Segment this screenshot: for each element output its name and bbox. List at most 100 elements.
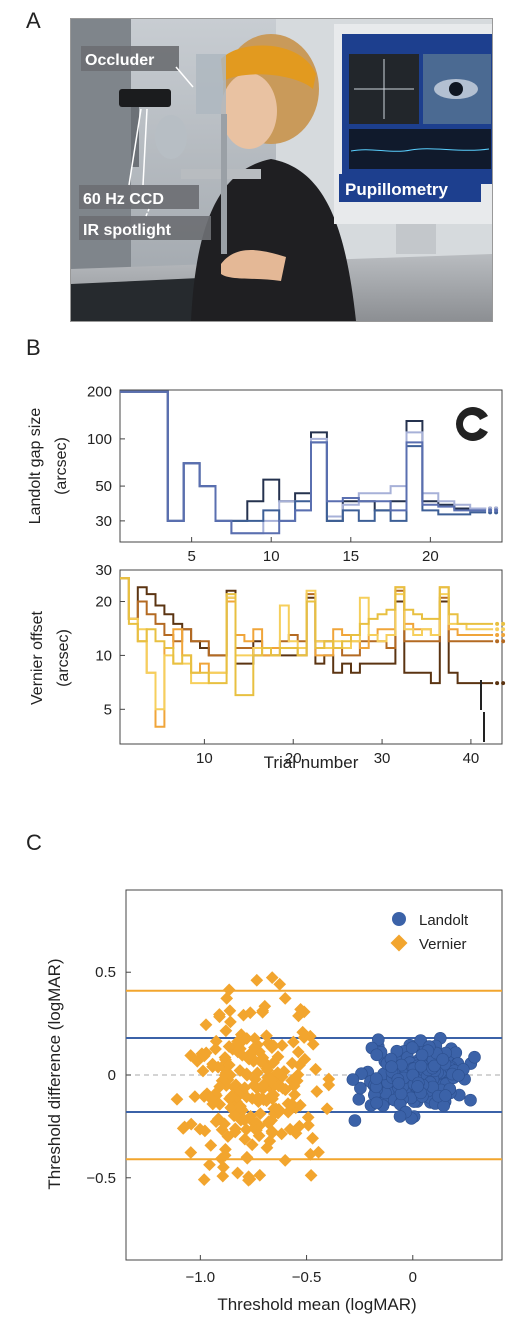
- ccd-label: 60 Hz CCD: [83, 191, 164, 208]
- vernier-point: [240, 1068, 254, 1082]
- vernier-xtick-label: 10: [196, 750, 213, 767]
- landolt-xtick-label: 5: [187, 548, 195, 565]
- setup-photo: Occluder 60 Hz CCD IR spotlight Pupillom…: [70, 18, 493, 322]
- vernier-point: [320, 1102, 334, 1116]
- vernier-point: [265, 1124, 279, 1138]
- vernier-point: [292, 1009, 305, 1023]
- legend-vernier-label: Vernier: [419, 936, 467, 953]
- landolt-point: [394, 1087, 408, 1101]
- vernier-point: [203, 1158, 216, 1172]
- vernier-point: [306, 1131, 319, 1145]
- vernier-series-5-end-dot: [495, 621, 500, 626]
- landolt-point: [346, 1073, 360, 1086]
- vernier-point: [238, 1081, 252, 1095]
- vernier-point: [245, 1138, 259, 1152]
- vernier-series-2-end-dot: [495, 639, 500, 644]
- vernier-point: [199, 1018, 213, 1032]
- vernier-point: [238, 1113, 252, 1127]
- vernier-point: [244, 1047, 258, 1061]
- landolt-point: [354, 1081, 367, 1095]
- vernier-point: [265, 971, 279, 984]
- landolt-xtick-label: 10: [263, 548, 280, 565]
- vernier-xlabel: Trial number: [264, 753, 359, 772]
- vernier-xtick-label: 40: [463, 750, 480, 767]
- vernier-series-4-end-dot: [501, 627, 506, 632]
- scatter-xtick-label: 0: [409, 1269, 417, 1286]
- landolt-point: [352, 1093, 366, 1106]
- bland-altman-chart: −1.0 −0.5 0 −0.5 0 0.5 Landolt Vernier Thresh…: [45, 889, 503, 1314]
- vernier-point: [235, 1048, 249, 1062]
- landolt-ytick-label: 100: [87, 431, 112, 448]
- landolt-c-symbol: [456, 407, 488, 441]
- staircase-charts: 30 50 100 200 5 10 15 20 Landolt gap size (arcs…: [27, 384, 506, 772]
- scatter-ytick-label: 0: [108, 1067, 116, 1084]
- landolt-point: [348, 1114, 362, 1127]
- landolt-point: [464, 1093, 477, 1107]
- landolt-series-4-end-dot: [488, 508, 493, 513]
- vernier-ylabel-1: Vernier offset: [29, 610, 46, 705]
- landolt-ytick-label: 50: [95, 478, 112, 495]
- landolt-series-4: [120, 390, 487, 535]
- scatter-xtick-label: −1.0: [186, 1269, 216, 1286]
- landolt-series-4-end-dot: [494, 508, 499, 513]
- vernier-point: [203, 1091, 217, 1105]
- landolt-point: [415, 1048, 429, 1062]
- vernier-point: [271, 1066, 285, 1080]
- vernier-ylabel-2: (arcsec): [55, 629, 72, 687]
- landolt-staircase-chart: 30 50 100 200 5 10 15 20 Landolt gap size (arcs…: [27, 384, 503, 565]
- scatter-xlabel: Threshold mean (logMAR): [217, 1295, 416, 1314]
- scatter-xtick-label: −0.5: [292, 1269, 322, 1286]
- landolt-plot-frame: [119, 389, 503, 543]
- vernier-ytick-label: 10: [95, 647, 112, 664]
- legend-vernier-marker: [390, 934, 408, 952]
- legend-landolt-marker: [392, 912, 406, 926]
- occluder-label: Occluder: [85, 52, 154, 69]
- vernier-point: [231, 1166, 244, 1180]
- vernier-point: [302, 1118, 315, 1132]
- vernier-point: [278, 992, 292, 1005]
- vernier-xtick-label: 30: [374, 750, 391, 767]
- vernier-series-4-end-dot: [495, 627, 500, 632]
- vernier-point: [298, 1052, 312, 1066]
- vernier-point: [275, 1039, 289, 1052]
- landolt-series-2: [120, 390, 487, 535]
- vernier-point: [209, 1034, 223, 1048]
- vernier-point: [216, 1169, 230, 1183]
- vernier-point: [260, 1141, 274, 1155]
- vernier-ytick-label: 20: [95, 594, 112, 611]
- vernier-point: [213, 1008, 226, 1021]
- vernier-point: [224, 1101, 238, 1115]
- landolt-point: [414, 1034, 427, 1047]
- panel-letter-c: C: [26, 830, 42, 855]
- landolt-point: [393, 1110, 407, 1123]
- landolt-ytick-label: 30: [95, 513, 112, 530]
- vernier-point: [312, 1145, 325, 1159]
- landolt-xtick-label: 20: [422, 548, 439, 565]
- vernier-point: [223, 1004, 237, 1018]
- vernier-point: [217, 1160, 230, 1174]
- vernier-point: [219, 1024, 233, 1038]
- landolt-xtick-label: 15: [342, 548, 359, 565]
- scatter-ylabel: Threshold difference (logMAR): [45, 958, 64, 1189]
- vernier-point: [237, 1008, 250, 1022]
- vernier-point: [240, 1151, 254, 1165]
- vernier-series-5: [120, 577, 494, 697]
- landolt-point: [414, 1059, 428, 1073]
- vernier-ytick-label: 5: [104, 701, 112, 718]
- landolt-point: [370, 1096, 383, 1110]
- scatter-ytick-label: 0.5: [95, 964, 116, 981]
- vernier-point: [309, 1062, 322, 1076]
- vernier-point: [285, 1056, 299, 1070]
- vernier-plot-frame: [119, 569, 503, 745]
- landolt-point: [405, 1041, 419, 1054]
- vernier-series-2-end-dot: [501, 639, 506, 644]
- vernier-point: [234, 1099, 247, 1113]
- vernier-series-5-end-dot: [501, 621, 506, 626]
- vernier-point: [253, 1168, 267, 1182]
- landolt-point: [369, 1072, 383, 1085]
- landolt-point: [439, 1089, 452, 1102]
- pupillometry-label: Pupillometry: [345, 180, 449, 199]
- vernier-point: [250, 1123, 263, 1137]
- setup-photo-illustration: Occluder 60 Hz CCD IR spotlight Pupillom…: [71, 19, 492, 321]
